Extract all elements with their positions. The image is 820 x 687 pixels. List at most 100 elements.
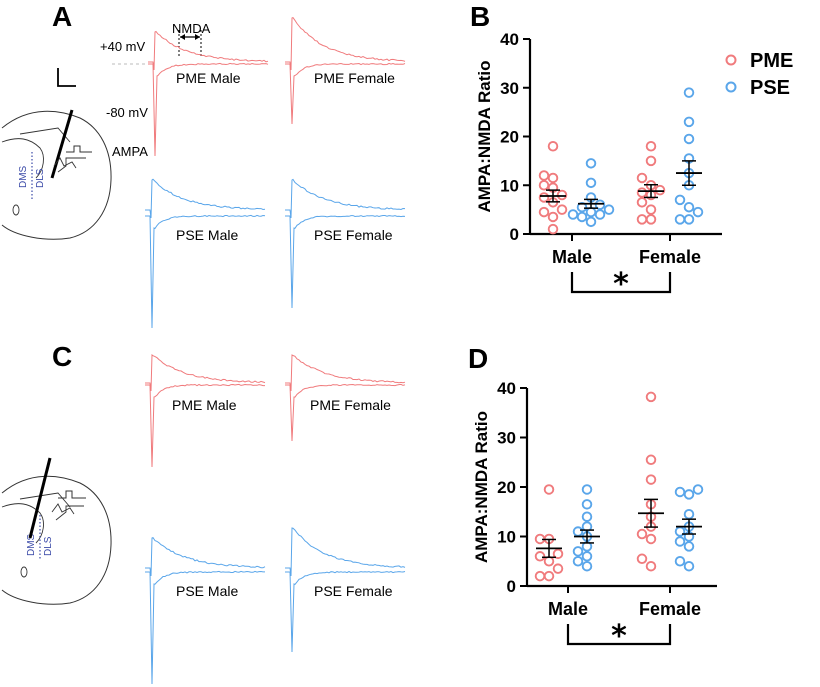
point-pse-female bbox=[683, 201, 695, 213]
slice-outline bbox=[1, 110, 112, 240]
x-tick-label: Female bbox=[639, 599, 701, 619]
point-pse-male bbox=[585, 177, 597, 189]
trace-a-pse-female-neg bbox=[285, 215, 406, 309]
recording-electrode bbox=[28, 457, 52, 539]
trace-c-pse-male-pos bbox=[145, 536, 266, 577]
point-pme-female bbox=[645, 533, 657, 545]
region-dms: DMS bbox=[26, 533, 37, 556]
point-pme-female bbox=[645, 454, 657, 466]
trace-a-pse-male-neg bbox=[145, 214, 266, 329]
y-tick-label: 40 bbox=[500, 30, 519, 49]
trace-c-pme-female-pos bbox=[285, 354, 406, 392]
point-pme-male bbox=[552, 563, 564, 574]
point-pme-female bbox=[645, 155, 657, 167]
point-pse-male bbox=[581, 499, 593, 510]
point-pme-female bbox=[654, 184, 666, 196]
stim-lead bbox=[57, 157, 86, 173]
cortex-boundary bbox=[19, 492, 71, 508]
point-pme-male bbox=[534, 570, 546, 582]
point-pse-male bbox=[572, 546, 584, 557]
point-pse-male bbox=[572, 556, 584, 567]
ampa-label: AMPA bbox=[112, 144, 148, 159]
point-pme-male bbox=[534, 551, 546, 562]
legend-marker-pme bbox=[725, 54, 737, 66]
point-pme-female bbox=[645, 391, 657, 403]
trace-a-pse-male-pos bbox=[145, 178, 266, 219]
voltage-label-pos: +40 mV bbox=[100, 39, 145, 54]
trace-c-pse-male-neg bbox=[145, 570, 265, 685]
trace-a-pme-female-neg bbox=[285, 62, 406, 125]
significance-bracket bbox=[566, 624, 672, 646]
trace-c-pse-female-neg bbox=[285, 570, 406, 653]
point-pse-female bbox=[683, 87, 695, 98]
point-pse-female bbox=[683, 508, 695, 520]
panel-c: C DMS DLS PME Male PME Female PSE Male P… bbox=[1, 341, 406, 685]
region-dms: DMS bbox=[18, 165, 29, 188]
point-pse-male bbox=[576, 211, 588, 223]
x-tick-label: Female bbox=[639, 247, 701, 267]
point-pme-female bbox=[636, 214, 648, 225]
point-pse-male bbox=[585, 158, 597, 169]
point-pse-female bbox=[683, 116, 695, 128]
legend-label-pme: PME bbox=[750, 50, 793, 72]
point-pse-male bbox=[585, 206, 597, 218]
point-pse-male bbox=[594, 209, 606, 220]
y-axis-label: AMPA:NMDA Ratio bbox=[472, 411, 491, 563]
panel-letter-b: B bbox=[470, 1, 490, 32]
scale-bar bbox=[57, 68, 76, 87]
point-pse-male bbox=[581, 511, 593, 522]
voltage-label-neg: -80 mV bbox=[106, 105, 148, 120]
point-pse-male bbox=[581, 551, 593, 562]
stim-electrode bbox=[51, 503, 75, 515]
trace-c-pme-male-pos bbox=[145, 354, 266, 392]
y-tick-label: 30 bbox=[497, 429, 516, 448]
point-pme-female bbox=[636, 187, 648, 198]
legend: PME PSE bbox=[725, 50, 793, 99]
point-pse-female bbox=[683, 214, 695, 225]
significance-bracket bbox=[570, 272, 672, 294]
stim-electrode bbox=[53, 157, 77, 169]
trace-a-pme-male-pos bbox=[148, 30, 269, 71]
point-pse-female bbox=[692, 206, 704, 218]
point-pme-female bbox=[645, 560, 657, 572]
point-pme-female bbox=[645, 214, 657, 225]
point-pse-female bbox=[674, 536, 686, 547]
point-pme-female bbox=[636, 197, 648, 208]
region-dls: DLS bbox=[35, 168, 46, 188]
trace-c-pse-female-pos bbox=[285, 527, 406, 577]
point-pme-female bbox=[636, 553, 648, 565]
ventricle-outline bbox=[1, 503, 44, 544]
trace-a-pme-female-pos bbox=[285, 16, 406, 71]
point-pse-male bbox=[572, 526, 584, 537]
point-pme-male bbox=[538, 170, 550, 181]
point-pme-male bbox=[556, 189, 568, 201]
point-pse-male bbox=[603, 204, 615, 215]
y-tick-label: 0 bbox=[510, 225, 519, 244]
point-pse-female bbox=[683, 541, 695, 552]
point-pme-female bbox=[645, 474, 657, 485]
point-pme-male bbox=[543, 484, 555, 495]
significance-star: * bbox=[613, 267, 629, 302]
anterior-commissure bbox=[12, 204, 20, 216]
point-pse-female bbox=[683, 133, 695, 145]
anterior-commissure bbox=[20, 566, 28, 578]
trace-a-pme-male-neg bbox=[148, 62, 269, 157]
nmda-arrowheads bbox=[180, 34, 200, 40]
y-tick-label: 20 bbox=[497, 478, 516, 497]
point-pme-male bbox=[538, 192, 550, 203]
legend-label-pse: PSE bbox=[750, 77, 790, 99]
point-pme-male bbox=[547, 223, 559, 235]
point-pme-female bbox=[636, 172, 648, 184]
nmda-label: NMDA bbox=[172, 21, 211, 36]
x-tick-label: Male bbox=[548, 599, 588, 619]
point-pse-male bbox=[594, 199, 606, 210]
point-pme-male bbox=[538, 206, 550, 218]
y-tick-label: 40 bbox=[497, 379, 516, 398]
panel-letter-a: A bbox=[52, 1, 72, 32]
point-pme-male bbox=[552, 548, 564, 560]
point-pse-male bbox=[585, 216, 597, 228]
ventricle-outline bbox=[1, 138, 44, 179]
stim-lead bbox=[55, 505, 84, 521]
legend-marker-pse bbox=[725, 81, 737, 93]
